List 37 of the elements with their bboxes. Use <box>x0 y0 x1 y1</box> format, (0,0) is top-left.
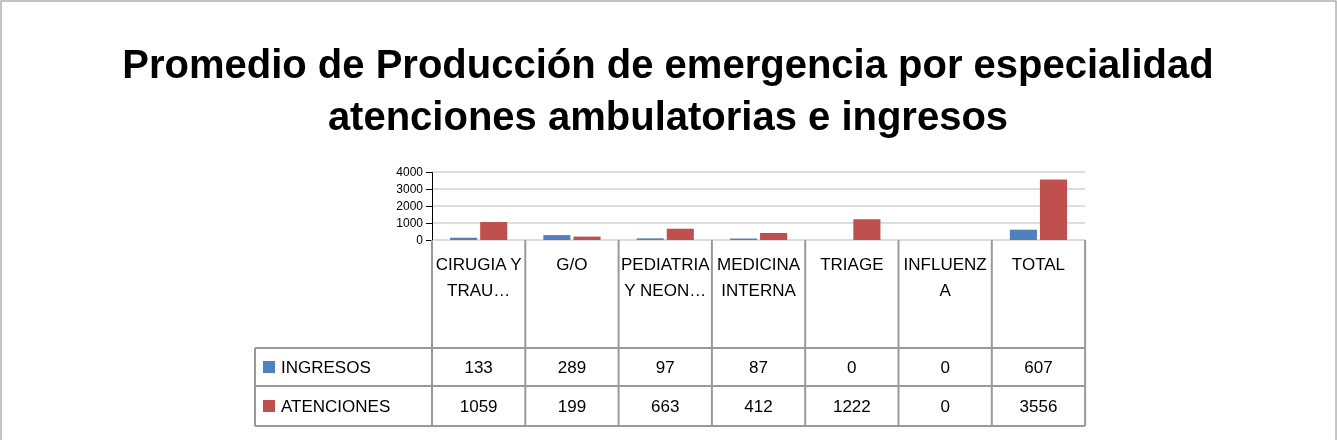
y-tick-label: 2000 <box>396 199 424 214</box>
data-label: 412 <box>744 397 773 416</box>
data-label: 607 <box>1024 358 1053 377</box>
legend-label: INGRESOS <box>281 358 371 377</box>
data-label: 87 <box>749 358 769 377</box>
data-label: 133 <box>464 358 493 377</box>
x-tick-label: PEDIATRIA Y NEON… <box>621 255 711 300</box>
bar <box>573 236 601 240</box>
data-label: 3556 <box>1019 397 1058 416</box>
data-label: 289 <box>557 358 587 377</box>
y-tick-label: 4000 <box>396 165 424 180</box>
chart-title: Promedio de Producción de emergencia por especialidad atenciones ambulatorias e ingresos <box>122 42 1214 138</box>
bar <box>853 219 881 240</box>
bar <box>480 222 508 240</box>
x-tick-label: TOTAL <box>1011 255 1066 274</box>
bar <box>1039 179 1068 240</box>
bar <box>543 235 571 240</box>
x-tick-label: TRIAGE <box>820 255 884 274</box>
bar <box>760 233 788 240</box>
x-tick-label: INFLUENZA <box>903 255 987 300</box>
y-tick-label: 0 <box>416 233 424 248</box>
data-label: 199 <box>557 397 587 416</box>
x-tick-label: CIRUGIA Y TRAU… <box>435 255 522 300</box>
x-tick-label: G/O <box>556 255 588 274</box>
bar <box>666 228 694 240</box>
y-tick-label: 3000 <box>396 182 424 197</box>
bar <box>1009 229 1037 240</box>
data-label: 0 <box>940 358 950 377</box>
data-label: 0 <box>940 397 950 416</box>
data-label: 1059 <box>459 397 498 416</box>
data-label: 1222 <box>832 397 871 416</box>
x-tick-label: MEDICINA INTERNA <box>716 255 801 300</box>
legend-label: ATENCIONES <box>281 397 391 416</box>
data-label: 0 <box>847 358 857 377</box>
data-label: 97 <box>655 358 675 377</box>
y-tick-label: 1000 <box>396 216 424 231</box>
data-label: 663 <box>651 397 680 416</box>
